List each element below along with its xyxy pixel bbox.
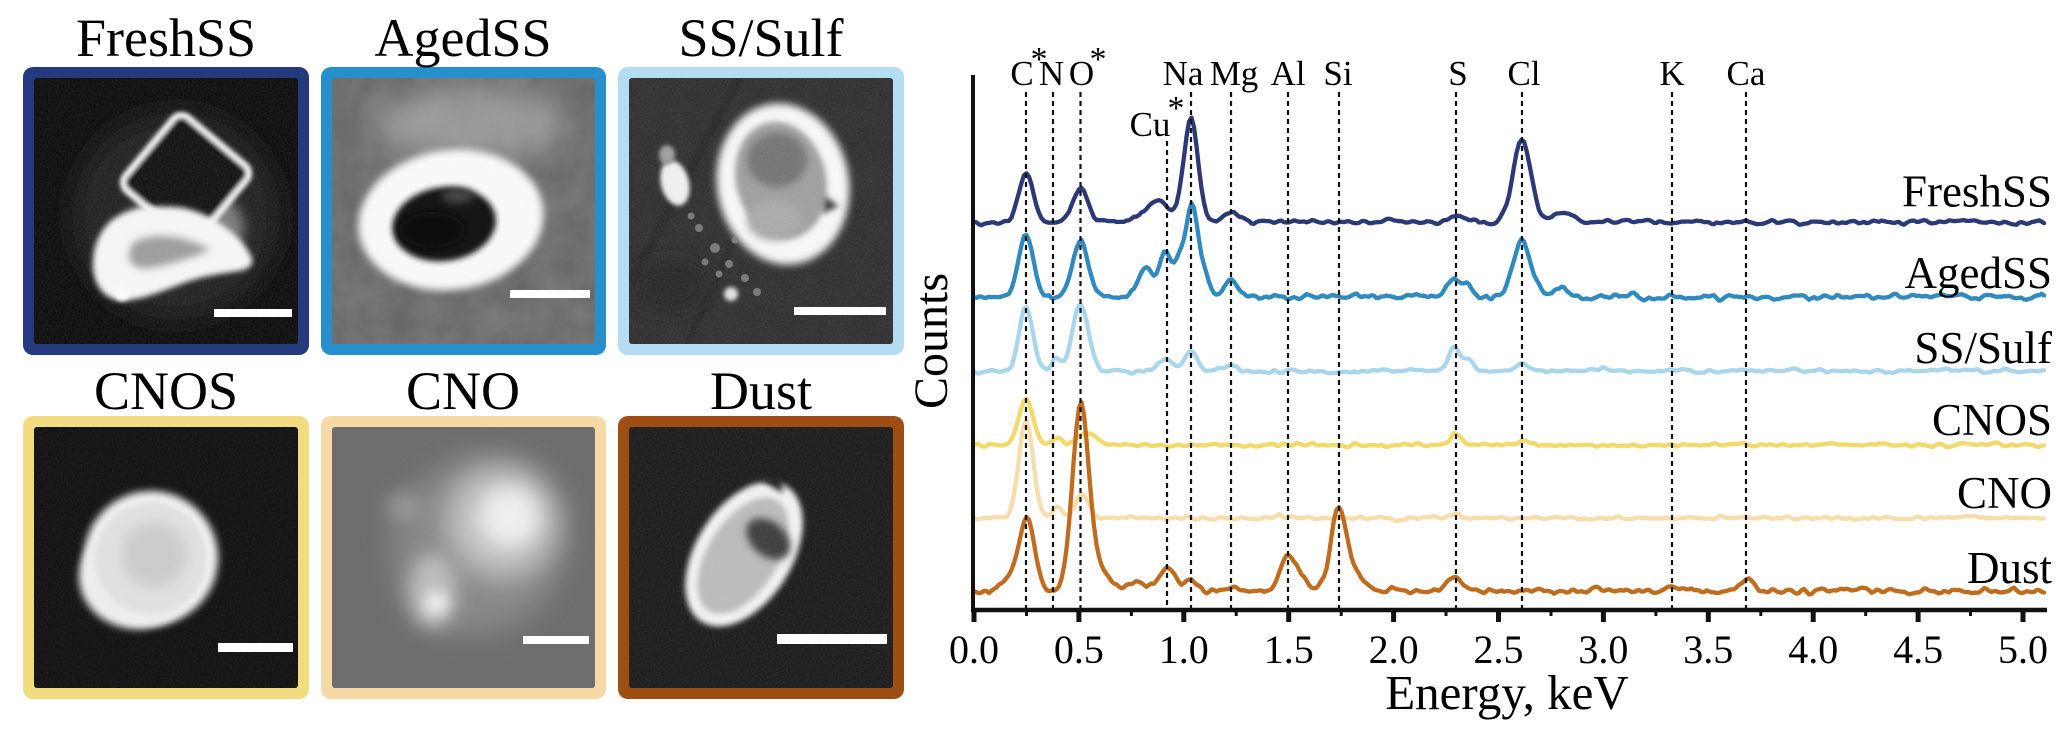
svg-text:CNO: CNO — [1957, 468, 2052, 518]
svg-text:0.5: 0.5 — [1054, 627, 1104, 672]
svg-text:Energy, keV: Energy, keV — [1385, 665, 1629, 720]
svg-text:2.0: 2.0 — [1369, 627, 1419, 672]
svg-text:*: * — [1031, 41, 1048, 78]
svg-text:4.5: 4.5 — [1893, 627, 1943, 672]
svg-text:Al: Al — [1271, 54, 1306, 93]
svg-text:5.0: 5.0 — [1998, 627, 2048, 672]
svg-text:0.0: 0.0 — [949, 627, 999, 672]
svg-text:AgedSS: AgedSS — [1904, 248, 2052, 298]
svg-text:Cu: Cu — [1130, 105, 1171, 144]
svg-text:2.5: 2.5 — [1474, 627, 1524, 672]
svg-text:Dust: Dust — [1967, 543, 2053, 593]
svg-text:Si: Si — [1323, 54, 1352, 93]
svg-text:FreshSS: FreshSS — [1902, 167, 2052, 217]
svg-text:3.5: 3.5 — [1683, 627, 1733, 672]
svg-text:Counts: Counts — [905, 273, 958, 409]
svg-text:SS/Sulf: SS/Sulf — [1914, 323, 2052, 373]
svg-text:Na: Na — [1163, 54, 1204, 93]
svg-text:S: S — [1448, 54, 1467, 93]
svg-text:CNOS: CNOS — [1932, 395, 2052, 445]
svg-text:*: * — [1168, 90, 1185, 127]
svg-text:K: K — [1659, 54, 1684, 93]
svg-text:*: * — [1090, 41, 1107, 78]
svg-text:N: N — [1039, 54, 1064, 93]
svg-text:O: O — [1069, 54, 1094, 93]
svg-text:3.0: 3.0 — [1578, 627, 1628, 672]
svg-text:Mg: Mg — [1210, 54, 1259, 93]
svg-text:Cl: Cl — [1507, 54, 1540, 93]
svg-text:1.0: 1.0 — [1159, 627, 1209, 672]
svg-text:Ca: Ca — [1727, 54, 1766, 93]
svg-text:C: C — [1010, 54, 1033, 93]
svg-text:4.0: 4.0 — [1788, 627, 1838, 672]
svg-text:1.5: 1.5 — [1264, 627, 1314, 672]
